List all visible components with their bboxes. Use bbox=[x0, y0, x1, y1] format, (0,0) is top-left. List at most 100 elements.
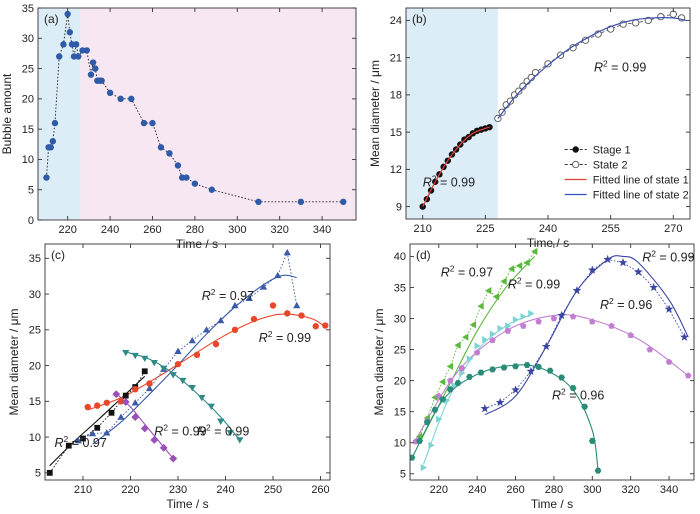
y-tick-label: 30 bbox=[22, 33, 34, 45]
data-point bbox=[128, 95, 135, 103]
data-point bbox=[103, 399, 110, 406]
data-point bbox=[439, 378, 446, 386]
data-point bbox=[505, 322, 512, 330]
data-point bbox=[492, 293, 500, 301]
legend-swatch-marker bbox=[572, 160, 580, 169]
data-point bbox=[212, 340, 220, 348]
data-point bbox=[515, 87, 523, 95]
data-point bbox=[47, 144, 54, 151]
r-squared-label: R2 = 0.99 bbox=[508, 276, 560, 292]
data-point bbox=[94, 402, 101, 409]
panel-label: (d) bbox=[416, 248, 431, 262]
panel-b: 210 225 240 255 270 9 12 15 18 21 24 Time / s Mean d… bbox=[368, 7, 691, 250]
data-point bbox=[657, 13, 665, 21]
data-point bbox=[459, 369, 466, 377]
data-point bbox=[174, 360, 182, 368]
x-tick-label: 240 bbox=[101, 224, 119, 236]
data-point bbox=[160, 365, 168, 373]
data-point bbox=[159, 443, 168, 452]
x-tick-label: 260 bbox=[506, 484, 524, 496]
data-point bbox=[680, 332, 689, 341]
data-point bbox=[169, 454, 178, 463]
data-point bbox=[588, 437, 596, 444]
data-point bbox=[207, 403, 215, 410]
plot-area bbox=[43, 10, 347, 206]
panel-a: 220 240 260 280 300 320 34005101520253035Time … bbox=[0, 3, 357, 251]
x-tick-label: 220 bbox=[430, 484, 448, 496]
data-point bbox=[236, 437, 244, 444]
data-point bbox=[587, 265, 597, 274]
data-point bbox=[512, 363, 519, 370]
data-point bbox=[489, 330, 497, 338]
legend-label: Fitted line of state 2 bbox=[593, 189, 689, 201]
data-point bbox=[75, 53, 82, 60]
data-point bbox=[497, 324, 504, 333]
data-point bbox=[202, 326, 211, 333]
data-point bbox=[174, 347, 182, 354]
data-point bbox=[169, 372, 177, 379]
data-point bbox=[410, 454, 416, 461]
data-point bbox=[519, 322, 527, 329]
data-point bbox=[293, 301, 301, 309]
y-tick-label: 40 bbox=[394, 251, 406, 263]
y-axis-title: Mean diameter / μm bbox=[372, 309, 386, 416]
legend-label: Fitted line of state 1 bbox=[593, 174, 689, 186]
data-point bbox=[150, 436, 159, 444]
x-tick-label: 260 bbox=[311, 484, 329, 496]
y-tick-label: 35 bbox=[394, 282, 406, 294]
r-squared-label: R2 = 0.96 bbox=[552, 386, 604, 402]
data-point bbox=[51, 119, 59, 127]
y-tick-label: 12 bbox=[390, 164, 402, 176]
y-tick-label: 5 bbox=[28, 185, 34, 197]
data-point bbox=[117, 413, 125, 420]
legend-label: State 2 bbox=[593, 159, 628, 171]
data-point bbox=[500, 364, 508, 371]
data-point bbox=[428, 441, 435, 449]
shaded-region bbox=[497, 8, 690, 219]
data-point bbox=[480, 403, 490, 413]
x-tick-label: 270 bbox=[664, 223, 682, 235]
data-point bbox=[469, 321, 477, 329]
data-point bbox=[581, 403, 589, 410]
x-tick-label: 280 bbox=[186, 224, 204, 236]
plot-area bbox=[419, 10, 686, 210]
data-point bbox=[140, 424, 149, 433]
r-squared-label: R2 = 0.99 bbox=[259, 329, 311, 345]
y-tick-label: 10 bbox=[22, 154, 34, 166]
data-point bbox=[569, 313, 577, 320]
data-point bbox=[489, 336, 496, 344]
data-point bbox=[188, 336, 196, 344]
data-point bbox=[523, 362, 531, 369]
r-squared-label: R2 = 0.99 bbox=[594, 58, 646, 74]
data-point bbox=[122, 392, 129, 399]
data-point bbox=[489, 366, 496, 373]
y-tick-label: 20 bbox=[394, 375, 406, 387]
x-tick-label: 300 bbox=[583, 484, 601, 496]
x-tick-label: 225 bbox=[476, 223, 494, 235]
r-squared-label: R2 = 0.96 bbox=[600, 296, 652, 312]
data-point bbox=[526, 366, 536, 376]
data-point bbox=[419, 203, 426, 210]
y-tick-label: 25 bbox=[29, 325, 41, 337]
y-tick-label: 35 bbox=[22, 3, 34, 15]
data-point bbox=[80, 435, 86, 442]
series-line bbox=[497, 17, 686, 119]
data-point bbox=[541, 341, 551, 351]
data-point bbox=[84, 403, 91, 411]
data-point bbox=[557, 310, 566, 320]
data-point bbox=[87, 71, 95, 78]
x-tick-label: 260 bbox=[143, 224, 161, 236]
data-point bbox=[446, 362, 453, 370]
r-squared-label: R2 = 0.97 bbox=[202, 287, 254, 303]
data-point bbox=[515, 262, 523, 270]
data-point bbox=[255, 198, 262, 206]
data-point bbox=[188, 385, 196, 392]
x-tick-label: 320 bbox=[271, 224, 289, 236]
r-squared-label: R2 = 0.97 bbox=[55, 434, 107, 450]
x-axis-title: Time / s bbox=[527, 236, 569, 250]
data-point bbox=[466, 355, 474, 363]
series-line bbox=[422, 126, 490, 207]
data-point bbox=[618, 258, 628, 267]
data-point bbox=[208, 186, 216, 193]
data-point bbox=[183, 174, 190, 181]
